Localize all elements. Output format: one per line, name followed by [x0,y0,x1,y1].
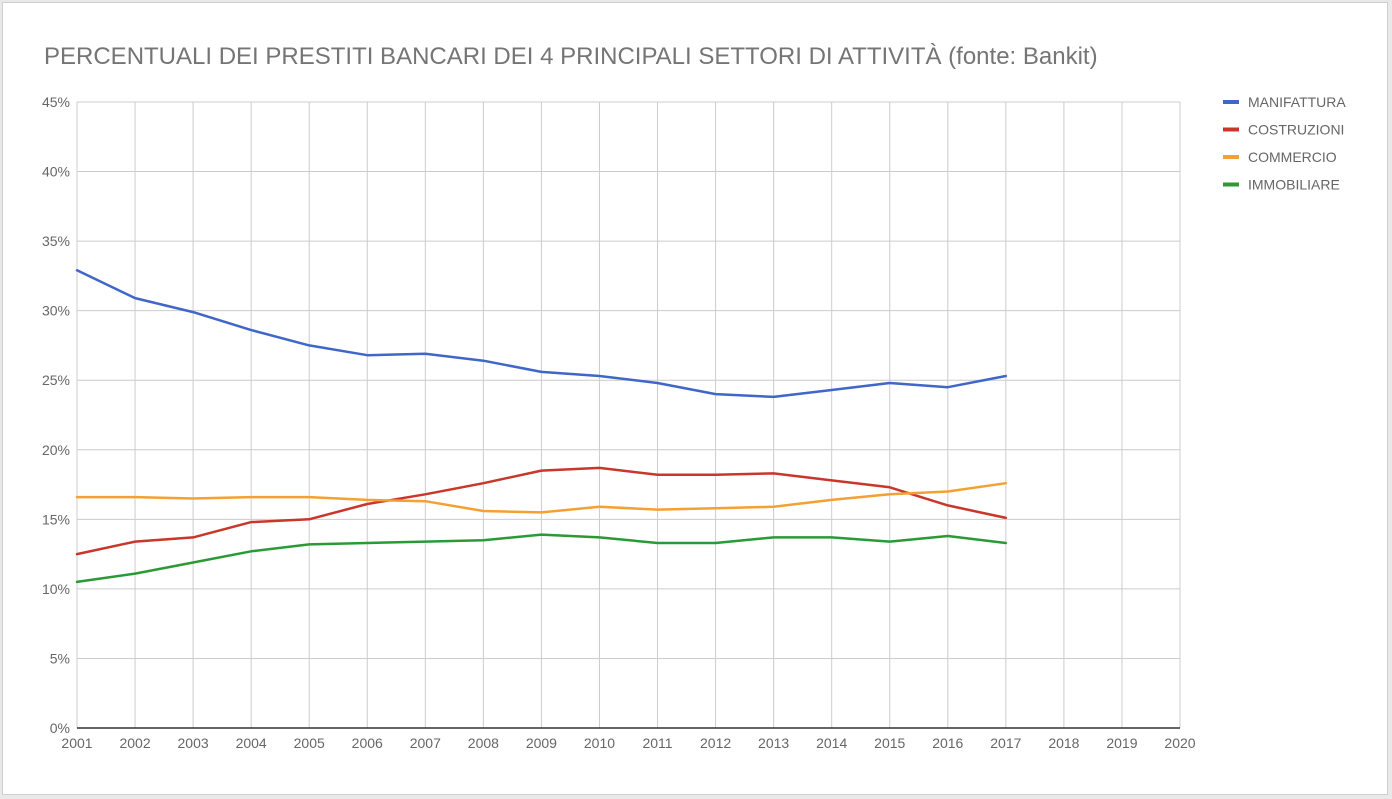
x-tick-label: 2016 [932,735,963,751]
series-line-immobiliare [75,533,1008,584]
x-tick-label: 2018 [1048,735,1079,751]
x-tick-label: 2001 [61,735,92,751]
series-line-commercio [75,481,1008,514]
series-lines [75,269,1008,584]
series-line-manifattura [75,269,1008,399]
y-tick-label: 15% [42,511,70,527]
y-tick-label: 30% [42,303,70,319]
y-tick-label: 20% [42,442,70,458]
x-tick-label: 2009 [526,735,557,751]
x-tick-label: 2015 [874,735,905,751]
y-tick-label: 0% [50,720,70,736]
chart-title: PERCENTUALI DEI PRESTITI BANCARI DEI 4 P… [44,43,1098,70]
x-tick-label: 2012 [700,735,731,751]
x-tick-label: 2008 [468,735,499,751]
y-tick-label: 25% [42,372,70,388]
legend-label: COMMERCIO [1248,149,1337,165]
y-tick-label: 10% [42,581,70,597]
x-tick-label: 2019 [1106,735,1137,751]
x-tick-label: 2002 [119,735,150,751]
x-tick-label: 2010 [584,735,615,751]
x-tick-label: 2003 [178,735,209,751]
legend-label: COSTRUZIONI [1248,122,1344,138]
axes: 0% 5% 10% 15% 20% 25% 30% 35% 40% 45% 2001 2002 2003… [42,94,1196,751]
x-tick-label: 2017 [990,735,1021,751]
series-line-costruzioni [75,466,1008,556]
x-tick-label: 2005 [294,735,325,751]
x-tick-label: 2004 [236,735,267,751]
y-tick-label: 45% [42,94,70,110]
grid [76,101,1181,728]
x-tick-label: 2011 [642,735,672,751]
x-tick-label: 2006 [352,735,383,751]
x-tick-label: 2007 [410,735,441,751]
legend-label: IMMOBILIARE [1248,177,1340,193]
x-tick-label: 2013 [758,735,789,751]
y-tick-label: 5% [50,650,70,666]
legend: MANIFATTURA COSTRUZIONI COMMERCIO IMMOBILIA… [1223,94,1346,193]
y-tick-label: 35% [42,233,70,249]
legend-label: MANIFATTURA [1248,94,1346,110]
x-tick-label: 2014 [816,735,847,751]
y-tick-label: 40% [42,164,70,180]
x-tick-label: 2020 [1164,735,1195,751]
